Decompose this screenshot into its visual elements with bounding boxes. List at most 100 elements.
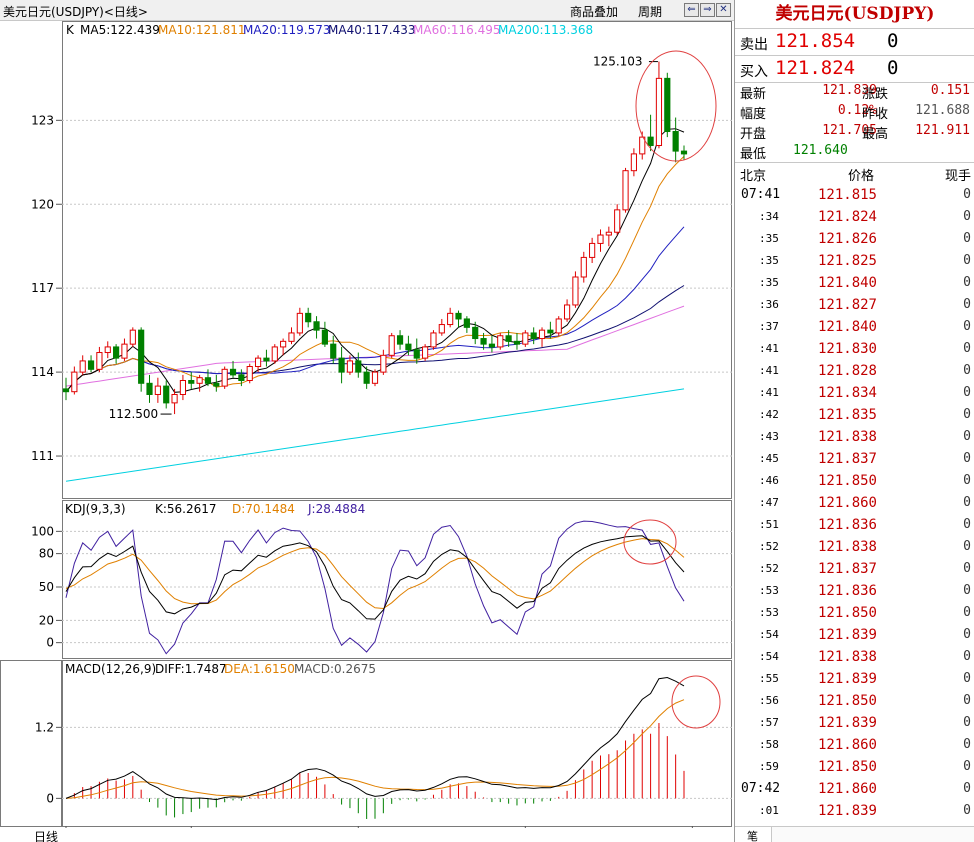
tick-price: 121.826 <box>817 231 877 247</box>
tick-row: :45 121.837 0 <box>735 448 974 470</box>
legend-ma200: MA200:113.368 <box>498 23 593 37</box>
tick-header: 北京 价格 现手 <box>735 162 974 184</box>
tick-time: :54 <box>759 650 779 663</box>
candle-body <box>530 332 537 340</box>
tick-volume: 0 <box>963 561 971 576</box>
stat-value: 0.151 <box>930 83 970 98</box>
tick-volume: 0 <box>963 209 971 224</box>
tick-volume: 0 <box>963 297 971 312</box>
dea-line <box>65 699 685 799</box>
candle-body <box>338 357 345 373</box>
low-annotation: 112.500 <box>109 407 159 421</box>
tick-row: :53 121.836 0 <box>735 580 974 602</box>
candle-body <box>580 256 587 278</box>
candle-body <box>221 368 228 387</box>
tick-price: 121.837 <box>817 451 877 467</box>
tick-row: :52 121.837 0 <box>735 558 974 580</box>
tick-time: :35 <box>759 254 779 267</box>
candle-body <box>655 77 663 147</box>
tick-row: :58 121.860 0 <box>735 734 974 756</box>
close-icon[interactable]: ✕ <box>716 3 731 17</box>
candle-body <box>639 136 646 155</box>
grid-layer: 12312011711411110080502001.2020211112202… <box>31 113 732 828</box>
tick-time: :57 <box>759 716 779 729</box>
ma-lines <box>65 128 685 482</box>
candle-body <box>263 357 270 362</box>
kdj-tick-label: 50 <box>39 580 54 594</box>
tick-volume: 0 <box>963 407 971 422</box>
candle-body <box>87 360 95 370</box>
tick-time: :41 <box>759 386 779 399</box>
tick-time: :01 <box>759 804 779 817</box>
price-tick-label: 117 <box>31 281 54 295</box>
ma20-line <box>65 226 685 393</box>
tick-time: :45 <box>759 452 779 465</box>
candle-body <box>246 366 253 382</box>
tick-price: 121.860 <box>817 495 877 511</box>
tick-row: :42 121.835 0 <box>735 404 974 426</box>
candle-body <box>455 312 462 320</box>
candle-body <box>622 170 629 211</box>
tick-row: :41 121.830 0 <box>735 338 974 360</box>
price-tick-label: 120 <box>31 197 54 211</box>
candle-body <box>296 312 303 334</box>
tick-price: 121.835 <box>817 407 877 423</box>
tick-price: 121.834 <box>817 385 877 401</box>
tick-tab[interactable]: 笔 <box>747 830 758 842</box>
kdj-tick-label: 100 <box>31 524 54 538</box>
sell-label: 卖出 <box>740 37 768 53</box>
forward-icon[interactable]: ⇒ <box>700 3 715 17</box>
tick-price: 121.860 <box>817 737 877 753</box>
candle-body <box>555 318 562 334</box>
kdj-lines <box>65 520 685 655</box>
tick-row: 07:42 121.860 0 <box>735 778 974 800</box>
tick-row: :56 121.850 0 <box>735 690 974 712</box>
back-icon[interactable]: ⇐ <box>684 3 699 17</box>
tick-price: 121.839 <box>817 803 877 819</box>
candle-body <box>589 242 596 258</box>
kdj-k-line <box>65 535 685 620</box>
tick-time: :41 <box>759 342 779 355</box>
period-button[interactable]: 周期 <box>638 5 663 19</box>
chart-area[interactable]: K MA5:122.439 MA10:121.811 MA20:119.573 … <box>0 20 734 828</box>
candle-body <box>480 338 487 345</box>
tick-time: :56 <box>759 694 779 707</box>
tick-time: :51 <box>759 518 779 531</box>
chart-title: 美元日元(USDJPY)<日线> <box>3 5 148 19</box>
tick-row: :35 121.826 0 <box>735 228 974 250</box>
tick-row: :52 121.838 0 <box>735 536 974 558</box>
candle-body <box>647 136 654 147</box>
macd-axis-frame <box>0 660 62 827</box>
tick-time: 07:42 <box>741 781 781 796</box>
panel-scrollbar[interactable] <box>771 827 974 842</box>
tick-row: :01 121.839 0 <box>735 800 974 822</box>
tick-time: 07:41 <box>741 187 781 202</box>
tick-volume: 0 <box>963 473 971 488</box>
candle-body <box>171 393 178 404</box>
candles <box>62 61 688 415</box>
candle-body <box>505 335 512 342</box>
candle-body <box>680 150 688 155</box>
annotations: 125.103 112.500 <box>109 50 721 729</box>
macd-tick-label: 0 <box>46 791 54 805</box>
tick-row: :51 121.836 0 <box>735 514 974 536</box>
candle-body <box>179 380 187 395</box>
price-tick-label: 114 <box>31 365 54 379</box>
tick-row: :43 121.838 0 <box>735 426 974 448</box>
candle-body <box>463 318 470 328</box>
chart-toolbar: 美元日元(USDJPY)<日线> 商品叠加 周期 ⇐ ⇒ ✕ <box>0 0 734 21</box>
legend-macd-diff: DIFF:1.7487 <box>155 662 227 676</box>
candle-body <box>321 329 328 345</box>
overlay-button[interactable]: 商品叠加 <box>570 5 619 19</box>
high-annotation: 125.103 <box>593 55 643 69</box>
sell-price: 121.854 <box>775 30 856 52</box>
tick-price: 121.850 <box>817 693 877 709</box>
candle-body <box>672 131 679 152</box>
stat-value: 121.911 <box>915 123 970 138</box>
stat-value: 0.12% <box>837 103 877 118</box>
tick-volume: 0 <box>963 539 971 554</box>
candle-body <box>113 346 120 359</box>
kdj-d-line <box>65 538 685 610</box>
chart-svg[interactable]: K MA5:122.439 MA10:121.811 MA20:119.573 … <box>0 20 734 828</box>
